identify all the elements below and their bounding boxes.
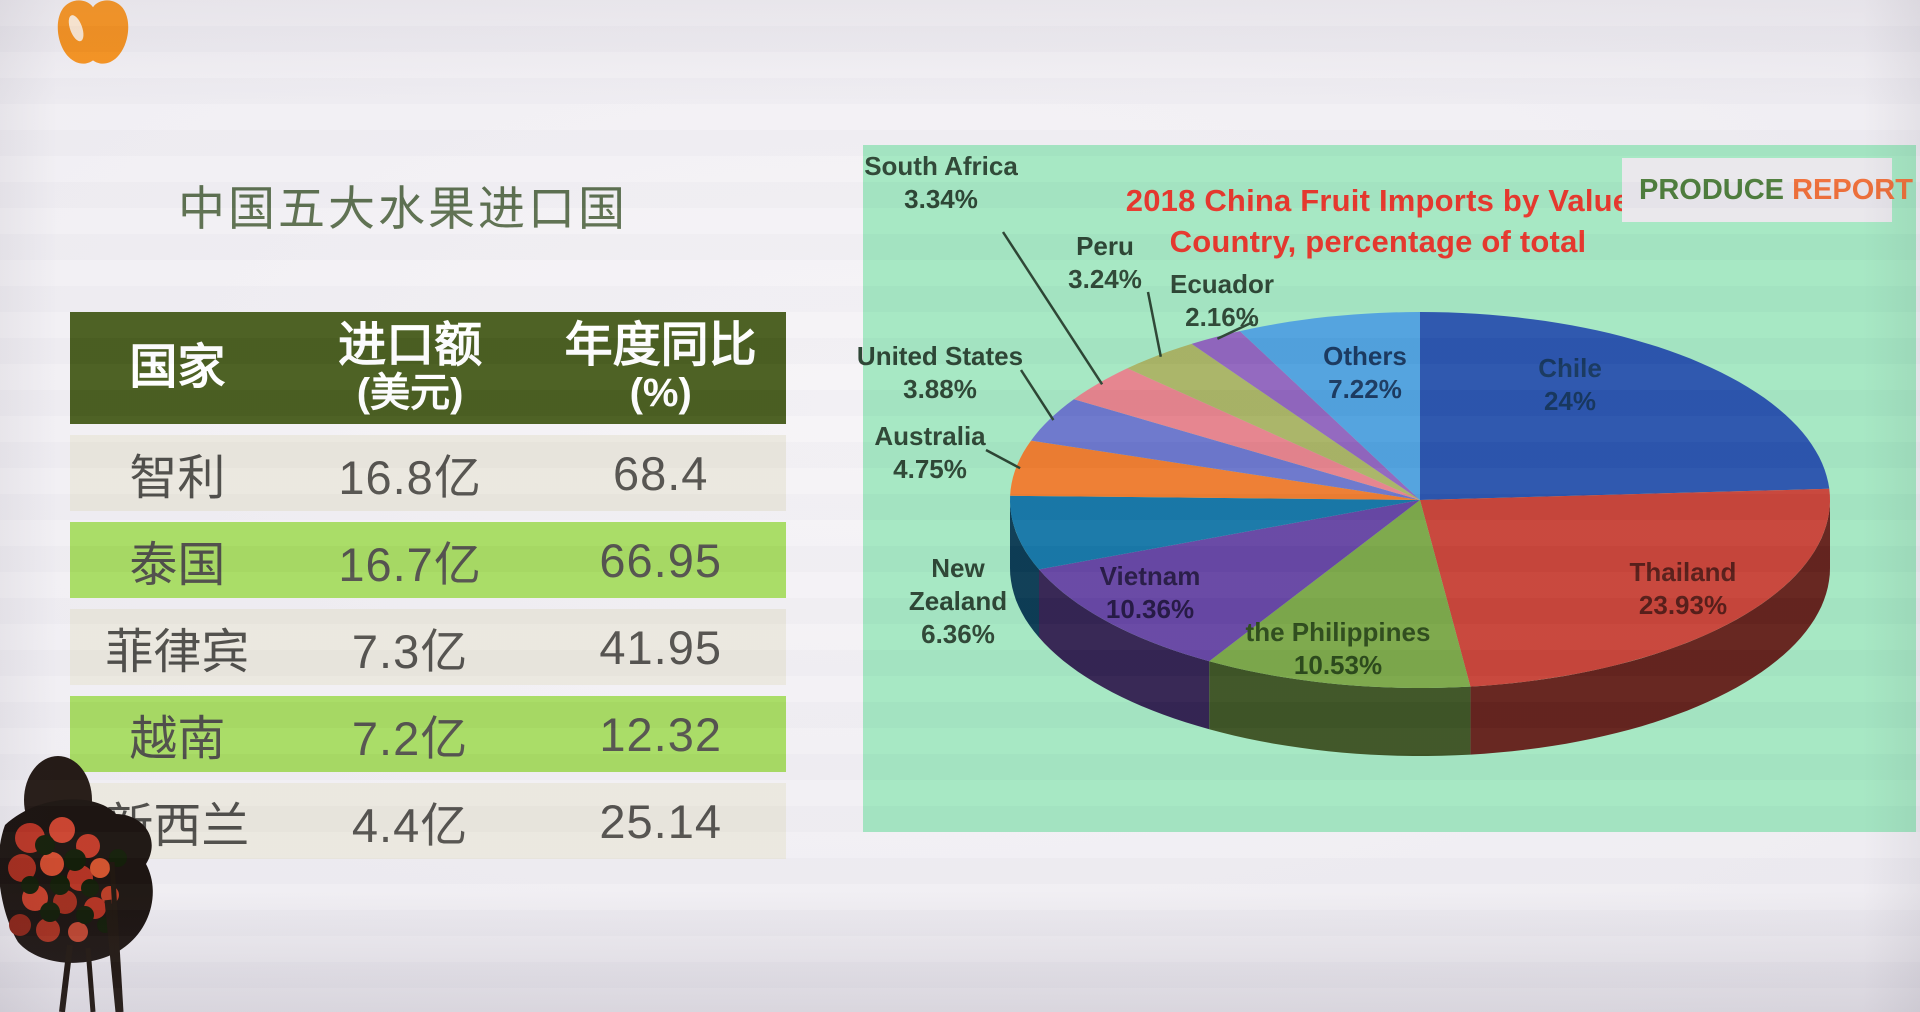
table-cell: 68.4 (612, 446, 709, 500)
leader-line-ecuador (1216, 320, 1254, 340)
apple-icon-svg (57, 0, 129, 64)
header-value-label: 进口额 (338, 319, 483, 373)
leader-line-australia (985, 448, 1021, 470)
table-header-row: 国家 进口额 (美元) 年度同比 (%) (70, 312, 786, 424)
leader-line-peru (1146, 291, 1163, 358)
table-cell: 66.95 (599, 533, 722, 587)
chart-title-line1: 2018 China Fruit Imports by Value (1125, 183, 1631, 218)
table-row: 智利 16.8亿 68.4 (70, 435, 786, 511)
table-cell: 智利 (129, 452, 226, 505)
pie-top-faces (1010, 312, 1830, 688)
pie-slice-peru (1127, 343, 1420, 500)
slide-title: 中国五大水果进口国 (178, 182, 628, 237)
pie-slice-south-africa (1073, 368, 1420, 500)
leader-lines (985, 231, 1254, 470)
table-cell: 新西兰 (105, 800, 250, 853)
pie-slice-the-philippines (1209, 500, 1471, 688)
chart-title-line2: Country, percentage of total (1169, 224, 1587, 259)
table-cell: 4.4亿 (351, 798, 469, 852)
header-country-label: 国家 (129, 341, 226, 395)
table-header-yoy: 年度同比 (%) (535, 312, 786, 424)
pie-slice-thailand (1420, 488, 1830, 687)
table-body: 智利 16.8亿 68.4 泰国 16.7亿 66.95 菲律宾 7.3亿 41.95 越南 7.2… (70, 435, 786, 859)
header-yoy-label: 年度同比 (564, 319, 757, 373)
pie-slice-australia (1010, 440, 1420, 500)
produce-report-logo: PRODUCE REPORT (1622, 158, 1913, 222)
pie-side-vietnam (1039, 569, 1210, 730)
leader-line-south-africa (1001, 231, 1104, 385)
leader-line-united-states (1019, 369, 1055, 421)
table-header-country: 国家 (70, 312, 285, 424)
table-row: 泰国 16.7亿 66.95 (70, 522, 786, 598)
imports-table: 国家 进口额 (美元) 年度同比 (%) 智利 16.8亿 68.4 泰国 16.7亿 6… (70, 312, 786, 859)
pie-slice-others (1239, 312, 1420, 500)
table-cell: 41.95 (599, 620, 722, 674)
pie-side-new-zealand (1010, 500, 1039, 638)
table-header-import-value: 进口额 (美元) (285, 312, 536, 424)
table-row: 菲律宾 7.3亿 41.95 (70, 609, 786, 685)
logo-word-produce: PRODUCE (1639, 173, 1785, 206)
pie-slice-vietnam (1039, 500, 1420, 662)
pie-side-the-philippines (1209, 661, 1471, 756)
table-cell: 16.7亿 (338, 537, 482, 591)
table-cell: 7.2亿 (351, 711, 469, 765)
header-value-sub: (美元) (356, 371, 464, 416)
logo-word-report: REPORT (1792, 173, 1913, 206)
pie-side-thailand (1470, 500, 1830, 755)
table-cell: 25.14 (599, 794, 722, 848)
table-cell: 越南 (129, 713, 226, 766)
table-cell: 16.8亿 (338, 450, 482, 504)
table-row: 越南 7.2亿 12.32 (70, 696, 786, 772)
chart-title: 2018 China Fruit Imports by Value Countr… (1126, 180, 1630, 262)
pie-slice-chile (1420, 312, 1830, 500)
pie-slice-ecuador (1191, 331, 1420, 500)
pie-3d-sides (1010, 500, 1830, 756)
pie-slice-united-states (1031, 399, 1420, 500)
table-cell: 菲律宾 (105, 626, 250, 679)
table-cell: 泰国 (129, 539, 226, 592)
pie-slice-new-zealand (1010, 495, 1420, 570)
header-yoy-sub: (%) (629, 371, 692, 416)
apple-icon (52, 0, 134, 70)
table-cell: 7.3亿 (351, 624, 469, 678)
table-row: 新西兰 4.4亿 25.14 (70, 783, 786, 859)
table-cell: 12.32 (599, 707, 722, 761)
